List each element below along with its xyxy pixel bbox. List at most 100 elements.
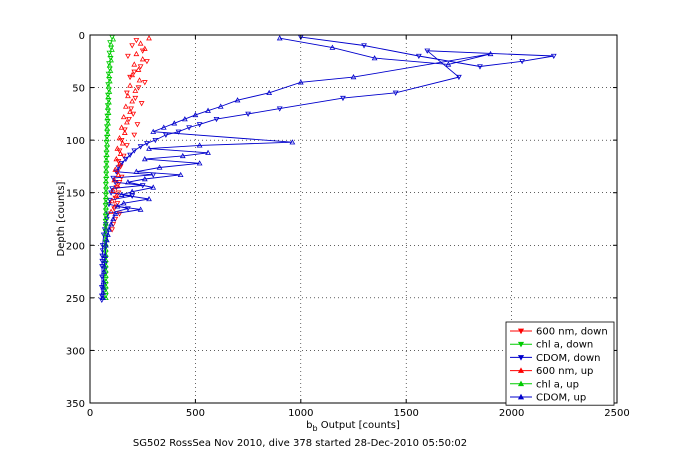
data-point <box>116 161 123 167</box>
data-point <box>205 107 211 113</box>
data-point <box>129 71 136 78</box>
data-point <box>234 97 241 103</box>
data-point <box>192 111 199 118</box>
data-point <box>196 122 203 128</box>
y-tick-label: 350 <box>66 399 85 410</box>
data-point <box>104 141 111 147</box>
legend-label: chl a, down <box>536 340 593 351</box>
data-point <box>104 125 110 131</box>
data-point <box>144 59 150 65</box>
legend-label: chl a, up <box>536 379 579 390</box>
data-point <box>104 115 111 121</box>
data-point <box>139 48 146 54</box>
data-point <box>103 162 110 168</box>
data-point <box>125 206 131 212</box>
data-point <box>113 156 120 162</box>
data-point <box>124 143 130 149</box>
data-point <box>152 137 159 144</box>
axis-ticks: 0 500 1000 1500 2000 2500 0 50 100 150 200 250 300 35… <box>66 31 630 419</box>
data-point <box>106 88 113 94</box>
data-point <box>126 116 132 123</box>
data-point <box>127 108 133 114</box>
data-point <box>150 184 157 190</box>
data-point <box>245 111 251 117</box>
data-point <box>125 179 131 185</box>
legend-swatch-marker <box>517 380 525 387</box>
data-point <box>112 166 119 172</box>
data-point <box>109 227 116 233</box>
data-point <box>137 40 144 46</box>
data-point <box>163 132 169 138</box>
data-point <box>550 53 557 60</box>
data-point <box>456 74 462 81</box>
data-point <box>141 80 148 86</box>
data-point <box>186 125 192 131</box>
data-point <box>127 74 133 81</box>
x-axis-label-subscript: b <box>312 424 317 433</box>
data-point <box>144 141 150 147</box>
legend-label: CDOM, down <box>536 353 601 364</box>
x-tick-label: 1000 <box>288 408 313 419</box>
series-4 <box>102 36 117 301</box>
data-point <box>104 104 111 110</box>
data-point <box>108 57 114 63</box>
data-point <box>105 211 111 217</box>
data-point <box>115 171 122 178</box>
data-point <box>179 152 186 159</box>
data-point <box>487 50 494 57</box>
x-tick-label: 500 <box>186 408 205 419</box>
y-tick-label: 0 <box>79 31 85 42</box>
data-point <box>114 201 121 207</box>
data-point <box>102 294 109 301</box>
data-point <box>350 74 357 80</box>
data-point <box>110 36 117 42</box>
data-point <box>146 195 152 202</box>
data-point <box>519 59 526 65</box>
data-point <box>106 226 112 232</box>
data-point <box>135 66 142 72</box>
data-point <box>289 139 296 145</box>
data-point <box>103 183 110 189</box>
data-point <box>171 120 178 126</box>
data-point <box>99 274 105 280</box>
data-point <box>100 279 107 285</box>
data-point <box>141 176 148 182</box>
data-point <box>177 171 184 178</box>
data-point <box>276 35 283 41</box>
data-point <box>175 129 182 135</box>
data-point <box>266 89 273 95</box>
data-point <box>392 90 399 96</box>
data-point <box>107 67 114 73</box>
series-0 <box>109 38 150 233</box>
data-point <box>477 64 483 70</box>
data-point <box>111 206 118 212</box>
data-point <box>141 45 148 51</box>
data-point <box>100 289 106 295</box>
data-point <box>114 145 121 151</box>
data-point <box>127 152 133 158</box>
data-point <box>124 119 130 125</box>
data-point <box>111 177 118 183</box>
data-point <box>125 92 131 99</box>
data-point <box>329 44 336 50</box>
data-point <box>156 164 163 170</box>
x-axis-label-rest: Output [counts] <box>318 420 400 431</box>
data-point <box>101 268 107 274</box>
series-5 <box>100 35 494 301</box>
data-point <box>107 51 114 58</box>
legend-swatch-marker <box>517 328 525 335</box>
data-point <box>132 95 139 102</box>
data-point <box>129 98 136 104</box>
data-point <box>105 109 112 115</box>
data-point <box>181 116 188 122</box>
data-point <box>102 272 109 278</box>
legend-box <box>505 321 615 406</box>
data-point <box>102 278 109 284</box>
data-point <box>415 53 422 60</box>
data-point <box>115 190 122 196</box>
data-point <box>121 129 128 135</box>
data-point <box>131 132 138 138</box>
data-point <box>297 79 304 85</box>
data-point <box>120 113 127 120</box>
